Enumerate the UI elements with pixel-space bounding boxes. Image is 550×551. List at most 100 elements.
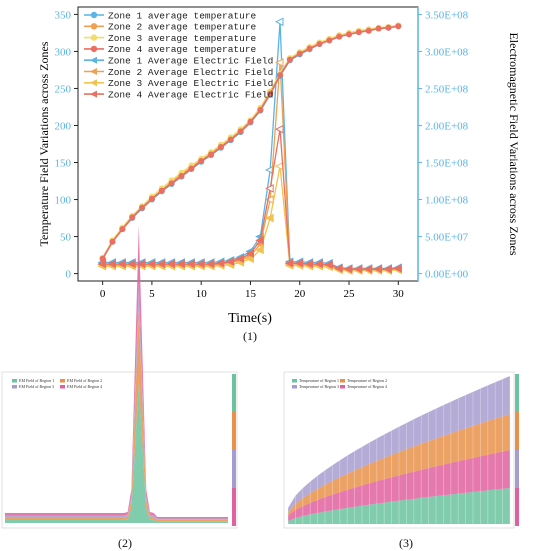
- data-point-field: [225, 257, 235, 267]
- legend-swatch: [12, 379, 17, 383]
- legend-color-strip: [232, 488, 236, 526]
- data-point-field: [274, 17, 284, 27]
- data-point-temperature: [375, 25, 382, 32]
- x-tick-label: 5: [149, 288, 155, 300]
- x-tick-label: 30: [393, 288, 405, 300]
- legend-label: Zone 4 Average Electric Field: [108, 89, 273, 100]
- x-tick-label: 20: [294, 288, 306, 300]
- data-point-field: [324, 260, 333, 270]
- legend-label: Temperature of Region 4: [347, 384, 387, 389]
- y-left-tick-label: 150: [55, 158, 72, 170]
- stream-area: [288, 414, 510, 516]
- legend-panel-2: EM Field of Region 1 EM Field of Region 2…: [12, 378, 102, 389]
- x-tick-label: 25: [344, 288, 356, 300]
- y-left-tick-label: 250: [55, 83, 72, 95]
- legend-label: Zone 3 Average Electric Field: [108, 78, 273, 89]
- data-point-field: [186, 259, 195, 269]
- legend-box: [79, 8, 259, 100]
- data-point-field: [255, 245, 264, 255]
- legend-marker: [90, 45, 98, 53]
- data-point-temperature: [355, 29, 362, 36]
- data-point-temperature: [365, 27, 372, 34]
- data-point-temperature: [99, 255, 106, 262]
- data-point-field: [97, 259, 107, 269]
- y-left-tick-label: 300: [55, 46, 72, 58]
- data-point-field: [274, 58, 284, 67]
- data-point-temperature: [257, 106, 264, 113]
- legend-swatch: [292, 385, 297, 389]
- line-chart-panel-1: 0 5 10 15 20 25 300501001502002503003500.00E+0…: [37, 6, 521, 343]
- data-point-field: [353, 264, 363, 274]
- data-point-temperature: [326, 37, 333, 44]
- legend-marker: [90, 56, 97, 64]
- panel-label-2: (2): [118, 536, 132, 550]
- legend-swatch: [60, 379, 65, 383]
- legend-label: Zone 4 average temperature: [108, 44, 257, 55]
- data-point-temperature: [306, 45, 313, 52]
- data-point-temperature: [385, 24, 392, 31]
- y-axis-right-label: Electromagnetic Field Variations across …: [507, 32, 521, 255]
- legend-panel-3: Temperature of Region 1 Temperature of Re…: [292, 378, 387, 389]
- data-point-field: [156, 259, 166, 269]
- legend-color-strip: [232, 374, 236, 412]
- data-point-temperature: [188, 165, 195, 172]
- data-point-field: [304, 259, 314, 269]
- legend-color-strip: [232, 450, 236, 488]
- legend-label: EM Field of Region 4: [67, 384, 102, 389]
- data-point-field: [393, 264, 402, 273]
- data-point-temperature: [119, 226, 126, 233]
- data-point-field: [255, 235, 264, 245]
- data-point-temperature: [208, 151, 215, 158]
- legend-color-strip: [515, 488, 519, 526]
- data-point-field: [205, 259, 215, 269]
- data-point-field: [166, 259, 176, 269]
- data-point-temperature: [346, 31, 353, 38]
- panel-2-frame: [1, 371, 238, 529]
- data-point-field: [314, 259, 323, 269]
- data-point-field: [245, 249, 254, 258]
- x-tick-label: 10: [196, 288, 208, 300]
- panel-label-1: (1): [243, 329, 257, 343]
- data-point-field: [235, 254, 245, 264]
- y-right-tick-label: 3.50E+08: [425, 9, 469, 21]
- data-point-temperature: [109, 238, 116, 245]
- y-right-tick-label: 1.50E+08: [425, 158, 469, 170]
- data-point-temperature: [336, 33, 343, 40]
- data-point-temperature: [277, 72, 284, 79]
- legend-marker: [90, 90, 97, 98]
- data-point-temperature: [227, 136, 234, 143]
- y-axis-left-label: Temperature Field Variations across Zone…: [37, 41, 51, 246]
- legend-marker: [90, 11, 98, 19]
- data-point-temperature: [168, 180, 175, 187]
- stream-area: [288, 488, 510, 524]
- data-point-temperature: [316, 41, 323, 48]
- data-point-temperature: [148, 195, 155, 202]
- legend-label: Temperature of Region 2: [347, 378, 387, 383]
- data-point-temperature: [178, 172, 185, 179]
- data-point-temperature: [198, 158, 205, 165]
- legend-swatch: [340, 379, 345, 383]
- legend-label: Temperature of Region 3: [299, 384, 339, 389]
- panel-label-3: (3): [399, 536, 413, 550]
- area-chart-panel-3: Temperature of Region 1 Temperature of Re…: [283, 371, 519, 550]
- data-point-temperature: [217, 143, 224, 150]
- series-line-field: [102, 129, 399, 270]
- data-point-temperature: [286, 56, 293, 63]
- legend-label: Zone 3 average temperature: [108, 33, 257, 44]
- data-point-field: [117, 259, 126, 269]
- legend-color-strip: [515, 450, 519, 488]
- legend-label: EM Field of Region 3: [19, 384, 54, 389]
- x-axis-label: Time(s): [228, 311, 272, 326]
- y-left-tick-label: 200: [55, 120, 72, 132]
- data-point-temperature: [237, 128, 244, 135]
- data-point-field: [383, 264, 392, 274]
- data-point-field: [136, 259, 146, 269]
- y-right-tick-label: 0.00E+00: [425, 269, 469, 281]
- data-point-temperature: [395, 23, 402, 30]
- data-point-field: [274, 124, 284, 134]
- legend-swatch: [60, 385, 65, 389]
- data-point-field: [334, 264, 343, 273]
- legend-swatch: [12, 385, 17, 389]
